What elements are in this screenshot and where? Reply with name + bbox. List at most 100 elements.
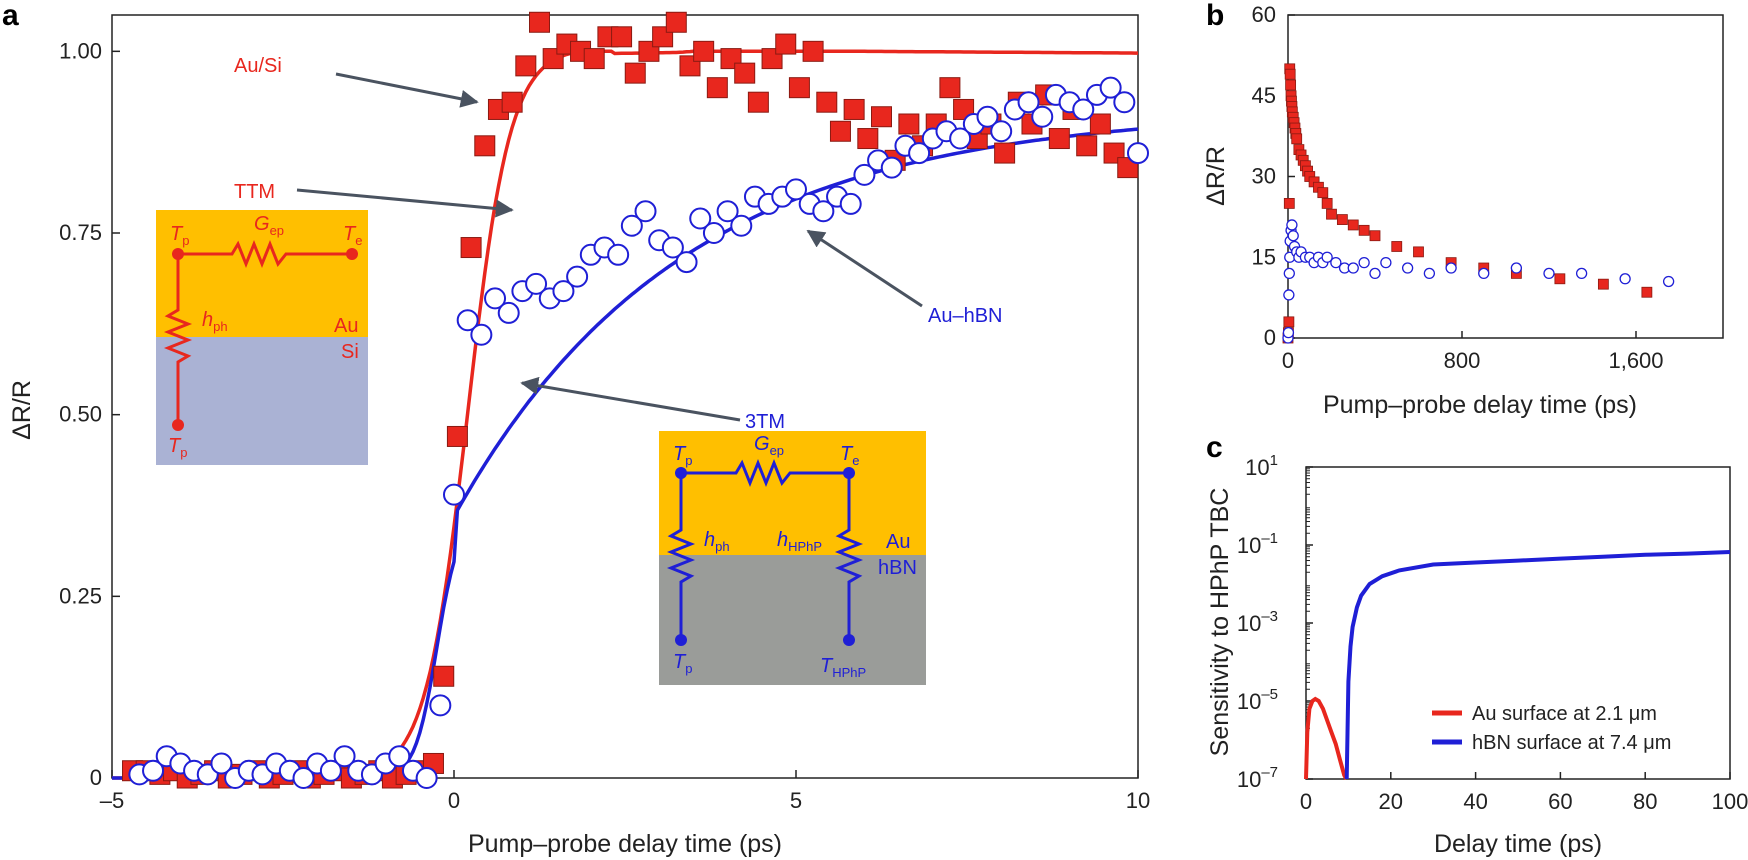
label-hhphp: hHPhP [777,529,822,554]
y-tick-label: 60 [1252,2,1276,27]
annotation-ttm: TTM [234,181,275,203]
data-point-ausi [857,128,879,150]
annotation-auhbn: Au–hBN [928,305,1003,327]
data-point-ausi [788,77,810,99]
data-point-ausi [1326,208,1337,220]
data-point-auhbn [552,280,575,303]
node-thphp [843,634,855,646]
y-tick-label: 45 [1252,83,1276,108]
gep-resistor [178,239,352,269]
data-point-ausi [433,665,455,687]
x-axis-label-c: Delay time (ps) [1434,830,1602,858]
x-tick-label: 20 [1379,789,1403,814]
y-tick-label: 0.50 [59,402,102,427]
panel-label-a: a [2,0,19,32]
data-point-ausi [1321,198,1333,209]
y-axis-label-c: Sensitivity to HPhP TBC [1206,488,1234,757]
data-point-ausi [1358,224,1370,236]
y-tick-label: 0 [1264,325,1276,350]
data-point-ausi [1317,187,1329,199]
data-point-ausi [734,62,756,84]
data-point-auhbn [319,759,342,782]
3tm-inset [659,431,926,685]
data-point-auhbn [1321,251,1333,263]
line-au-surface [1304,696,1349,780]
x-tick-label: 10 [1126,788,1150,813]
data-point-ausi [816,91,838,113]
data-point-ausi [529,11,550,33]
data-point-auhbn [1358,256,1370,269]
line-hbn-surface [1344,550,1731,780]
axes-frame-b [1287,14,1724,339]
data-point-ausi [1284,68,1296,80]
y-tick-label: 1.00 [59,38,102,63]
data-point-ausi [1283,198,1295,209]
y-tick-label: 10–3 [1237,608,1278,636]
data-point-ausi [1369,230,1381,242]
data-point-auhbn [456,309,479,332]
data-point-auhbn [1286,219,1298,231]
data-point-auhbn [1031,105,1054,128]
data-point-auhbn [1099,76,1122,99]
data-point-ausi [775,33,797,55]
data-point-ausi [611,26,633,48]
data-point-auhbn [990,120,1013,143]
label-au: Au [334,315,358,337]
data-point-auhbn [415,767,438,789]
arrow-ausi [335,72,479,108]
legend-label-hbn: hBN surface at 7.4 μm [1472,732,1671,754]
data-point-auhbn [730,214,753,237]
label-te: Te [840,443,859,468]
data-point-auhbn [1619,273,1631,285]
data-point-auhbn [785,178,807,201]
data-point-auhbn [1401,262,1414,274]
data-point-ausi [665,11,687,33]
data-point-auhbn [1072,98,1095,121]
data-point-ausi [843,98,865,120]
data-point-auhbn [1423,267,1436,280]
label-hph: hph [202,309,228,334]
data-point-auhbn [388,745,411,768]
data-point-auhbn [689,207,712,230]
label-tp-bottom: Tp [673,651,692,676]
data-point-auhbn [1282,326,1295,339]
data-point-auhbn [1113,91,1136,114]
label-au: Au [886,531,910,553]
data-point-auhbn [1017,91,1040,114]
x-tick-label: –5 [100,788,124,813]
data-point-auhbn [1575,267,1588,280]
node-tp-bottom [675,634,687,646]
node-tp-bottom [172,419,184,431]
x-tick-label: 0 [1300,789,1312,814]
data-point-auhbn [210,752,233,775]
data-point-auhbn [566,265,589,288]
panel-label-b: b [1206,0,1224,32]
inset-si-layer [156,337,368,465]
gep-resistor [681,458,849,488]
data-point-auhbn [1127,142,1149,165]
data-point-auhbn [470,323,493,346]
annotation-ausi: Au/Si [234,55,282,77]
data-point-auhbn [908,142,931,165]
data-point-auhbn [634,200,657,223]
label-tp: Tp [170,223,189,248]
data-point-ausi [747,91,769,113]
axis-ticks-c: 0 20 40 60 80 100 101 10–1 10–3 10–5 10–7 [1237,452,1748,814]
data-point-auhbn [675,251,698,274]
data-point-auhbn [607,243,630,266]
node-tp [172,248,184,260]
data-point-ausi [1336,214,1348,225]
data-point-ausi [583,48,605,70]
data-point-auhbn [1445,262,1457,274]
label-tp: Tp [673,443,692,468]
data-point-ausi [1413,246,1424,258]
x-tick-label: 1,600 [1608,348,1663,373]
y-tick-label: 15 [1252,244,1276,269]
y-axis-label-a: ΔR/R [8,380,36,440]
data-point-ausi [693,40,715,62]
data-point-auhbn [1478,267,1490,280]
legend-label-au: Au surface at 2.1 μm [1472,703,1657,725]
label-tp-bottom: Tp [168,435,187,460]
